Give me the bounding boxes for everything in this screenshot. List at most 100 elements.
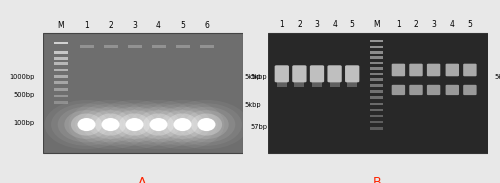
Text: 500bp: 500bp	[13, 92, 34, 98]
Bar	[268, 33, 488, 153]
Text: A: A	[138, 176, 147, 183]
Ellipse shape	[147, 103, 218, 146]
Bar	[54, 42, 68, 44]
Ellipse shape	[164, 100, 248, 149]
Bar	[294, 80, 304, 87]
Ellipse shape	[191, 113, 222, 136]
Text: 2: 2	[108, 21, 113, 30]
Ellipse shape	[99, 103, 170, 146]
Text: 4: 4	[156, 21, 161, 30]
Ellipse shape	[119, 113, 150, 136]
Bar	[80, 45, 94, 48]
FancyBboxPatch shape	[328, 65, 342, 82]
Ellipse shape	[178, 107, 236, 142]
Bar	[54, 95, 68, 98]
Text: M: M	[373, 20, 380, 29]
Bar	[277, 80, 287, 87]
Bar	[370, 46, 383, 48]
FancyBboxPatch shape	[292, 65, 306, 82]
Ellipse shape	[78, 118, 96, 131]
Text: 3: 3	[431, 20, 436, 29]
FancyBboxPatch shape	[392, 85, 405, 95]
FancyBboxPatch shape	[274, 65, 289, 82]
FancyBboxPatch shape	[310, 65, 324, 82]
Ellipse shape	[88, 110, 132, 139]
Ellipse shape	[136, 110, 180, 139]
Text: 5kbp: 5kbp	[494, 74, 500, 80]
Ellipse shape	[198, 118, 216, 131]
FancyBboxPatch shape	[410, 85, 422, 95]
Bar	[370, 73, 383, 75]
Bar	[128, 45, 141, 48]
Text: 100bp: 100bp	[14, 120, 34, 126]
Bar	[42, 33, 242, 153]
FancyBboxPatch shape	[446, 85, 459, 95]
Text: 2: 2	[414, 20, 418, 29]
Bar	[370, 62, 383, 64]
Text: 1: 1	[396, 20, 401, 29]
Ellipse shape	[95, 113, 126, 136]
Bar	[312, 80, 322, 87]
Bar	[370, 90, 383, 93]
Ellipse shape	[92, 100, 176, 149]
Ellipse shape	[143, 113, 174, 136]
Ellipse shape	[140, 100, 224, 149]
Bar	[370, 127, 383, 130]
Bar	[347, 80, 357, 87]
FancyBboxPatch shape	[463, 64, 476, 76]
Ellipse shape	[112, 110, 156, 139]
Bar	[370, 96, 383, 99]
Ellipse shape	[64, 110, 108, 139]
Ellipse shape	[71, 113, 102, 136]
Bar	[200, 45, 213, 48]
Ellipse shape	[167, 113, 198, 136]
Text: 1: 1	[84, 21, 89, 30]
Text: 4: 4	[450, 20, 454, 29]
Bar	[370, 109, 383, 111]
Ellipse shape	[154, 107, 212, 142]
Ellipse shape	[58, 107, 116, 142]
Bar	[54, 51, 68, 54]
FancyBboxPatch shape	[427, 85, 440, 95]
Bar	[370, 78, 383, 81]
Ellipse shape	[150, 118, 168, 131]
Text: 2: 2	[297, 20, 302, 29]
Ellipse shape	[44, 100, 128, 149]
Text: 5: 5	[468, 20, 472, 29]
Text: M: M	[57, 21, 64, 30]
Text: B: B	[373, 176, 382, 183]
Text: 5: 5	[180, 21, 185, 30]
Text: 5kbp: 5kbp	[250, 74, 267, 80]
Bar	[54, 62, 68, 65]
FancyBboxPatch shape	[392, 64, 405, 76]
Bar	[54, 69, 68, 71]
Ellipse shape	[106, 107, 164, 142]
Bar	[54, 75, 68, 78]
FancyBboxPatch shape	[446, 64, 459, 76]
Bar	[54, 88, 68, 91]
Text: 3: 3	[132, 21, 137, 30]
Bar	[370, 67, 383, 70]
Bar	[104, 45, 118, 48]
Ellipse shape	[123, 103, 194, 146]
Bar	[370, 51, 383, 54]
Bar	[370, 56, 383, 59]
FancyBboxPatch shape	[345, 65, 360, 82]
Bar	[370, 40, 383, 42]
Bar	[370, 121, 383, 124]
Bar	[370, 84, 383, 87]
Text: 6: 6	[204, 21, 209, 30]
Bar	[330, 80, 340, 87]
Ellipse shape	[174, 118, 192, 131]
Text: 3: 3	[314, 20, 320, 29]
Bar	[54, 101, 68, 104]
Bar	[176, 45, 190, 48]
Ellipse shape	[102, 118, 119, 131]
FancyBboxPatch shape	[463, 85, 476, 95]
Text: 1: 1	[280, 20, 284, 29]
Text: 5kbp: 5kbp	[244, 102, 261, 108]
Bar	[370, 115, 383, 117]
Bar	[54, 81, 68, 84]
Ellipse shape	[160, 110, 204, 139]
FancyBboxPatch shape	[427, 64, 440, 76]
